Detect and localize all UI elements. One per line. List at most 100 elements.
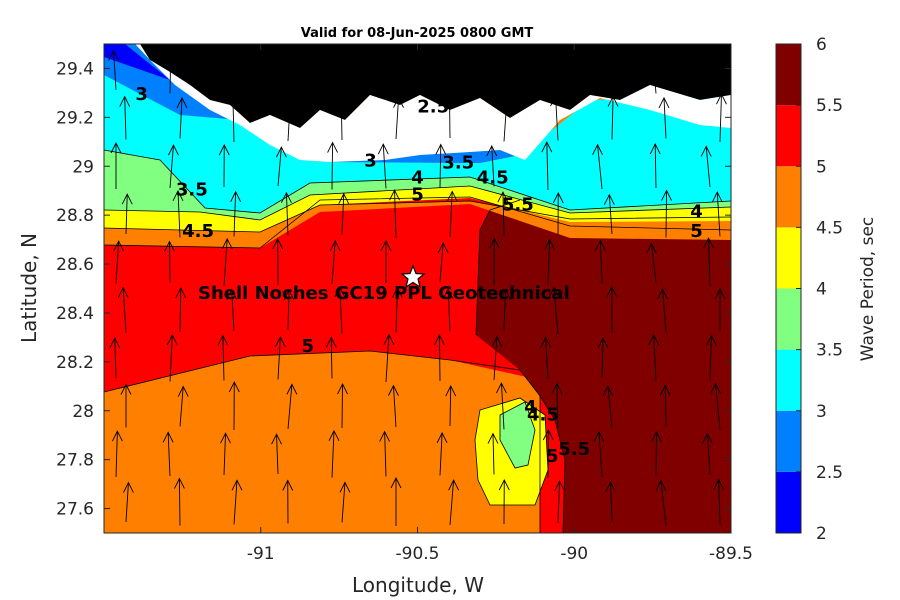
wind-arrow <box>432 46 444 94</box>
wind-arrow <box>217 334 229 381</box>
wind-arrow <box>501 94 513 142</box>
contour-label: 5 <box>690 221 703 242</box>
colorbar-swatch <box>776 227 801 289</box>
wind-arrow <box>704 46 716 93</box>
wind-arrow <box>655 479 667 526</box>
y-tick-label: 29.4 <box>56 59 94 79</box>
contour-label: 5.5 <box>502 194 534 215</box>
wind-arrow <box>550 95 561 141</box>
wind-arrow <box>700 145 712 188</box>
contour-label: 5.5 <box>558 439 590 460</box>
wind-arrow <box>112 430 123 478</box>
wind-arrow <box>334 285 346 334</box>
land-coast-white <box>135 44 731 162</box>
wind-arrow <box>166 333 178 382</box>
wind-arrow <box>383 333 395 383</box>
wind-arrow <box>380 239 392 283</box>
y-tick-label: 28.6 <box>56 255 94 275</box>
wind-arrow <box>592 143 603 190</box>
wind-arrow <box>227 93 239 143</box>
region-4-4.5 <box>104 186 731 232</box>
wind-arrow <box>606 286 618 334</box>
contour-label: 4.5 <box>477 167 509 188</box>
wind-arrow <box>120 383 132 428</box>
wind-arrow <box>496 382 507 430</box>
wind-arrow <box>651 431 662 477</box>
wind-arrow <box>382 45 393 95</box>
wind-arrow <box>597 337 609 379</box>
wind-arrow <box>542 429 554 479</box>
wind-arrow <box>657 288 668 333</box>
wind-arrow <box>659 384 671 427</box>
wind-arrow <box>607 95 619 140</box>
wind-arrow <box>393 96 404 140</box>
wind-arrow <box>486 144 498 187</box>
wind-arrow <box>497 191 509 237</box>
site-label: Shell Noches GC19 PPL Geotechnical <box>198 283 570 304</box>
y-axis-label: Latitude, N <box>17 233 41 343</box>
wind-arrow <box>711 191 723 237</box>
colorbar-swatch <box>776 410 801 472</box>
wind-arrow <box>174 477 185 526</box>
contour-label: 3.5 <box>176 180 208 201</box>
x-axis: -91 -90.5 -90 -89.5 <box>247 44 753 564</box>
x-tick-label: -90 <box>560 544 588 564</box>
wind-arrow <box>658 96 670 139</box>
wind-arrow <box>498 479 510 525</box>
wind-arrow <box>646 46 658 94</box>
contour-label: 5 <box>411 184 424 205</box>
region-5.5-6 <box>476 200 731 533</box>
colorbar-tick-label: 2 <box>816 524 827 544</box>
wind-arrow <box>339 481 351 523</box>
wind-arrow <box>389 189 400 239</box>
wind-arrow <box>281 191 292 236</box>
wind-arrow <box>172 189 184 238</box>
y-tick-label: 27.8 <box>56 451 94 471</box>
wind-arrow <box>328 429 340 478</box>
wind-arrow <box>488 237 500 286</box>
wind-arrow <box>283 289 295 331</box>
wind-arrow <box>703 237 714 287</box>
wind-arrow <box>109 337 121 379</box>
colorbar-tick-label: 5.5 <box>816 96 843 116</box>
wind-arrow <box>121 193 133 235</box>
wind-arrow <box>442 287 454 332</box>
wind-arrow <box>388 384 399 428</box>
colorbar-swatch <box>776 44 801 106</box>
colorbar-swatch <box>776 166 801 228</box>
wind-arrow <box>338 192 350 235</box>
wind-arrow <box>548 286 560 335</box>
wind-arrow <box>434 334 445 382</box>
contour-label: 5 <box>546 446 559 467</box>
wind-arrow <box>285 94 296 142</box>
wind-arrow <box>446 190 458 238</box>
wind-arrow <box>113 240 125 284</box>
contour-label: 4 <box>690 202 703 223</box>
colorbar-swatch <box>776 105 801 167</box>
wind-arrow <box>554 480 565 524</box>
wind-arrow <box>226 288 238 332</box>
wind-arrow <box>595 239 606 284</box>
wind-arrow <box>710 382 722 431</box>
wind-arrow <box>705 334 717 381</box>
wind-arrow <box>444 97 455 139</box>
x-axis-label: Longitude, W <box>352 573 484 597</box>
wind-arrow <box>445 385 457 427</box>
wind-arrow <box>391 286 403 333</box>
wind-arrow <box>436 431 448 476</box>
wind-arrow <box>648 333 660 382</box>
wind-arrow <box>324 48 336 91</box>
contour-label: 4.5 <box>527 405 559 426</box>
wind-arrow <box>271 433 282 475</box>
colorbar-tick-label: 2.5 <box>816 463 843 483</box>
wind-arrow <box>500 288 511 331</box>
wind-arrow <box>176 96 188 139</box>
wind-arrow <box>216 47 227 93</box>
region-4.5-5-strip <box>104 201 731 248</box>
wind-arrow <box>273 47 285 92</box>
wind-arrow <box>325 336 337 379</box>
y-tick-label: 27.6 <box>56 500 94 520</box>
region-3.5-4 <box>104 150 731 220</box>
